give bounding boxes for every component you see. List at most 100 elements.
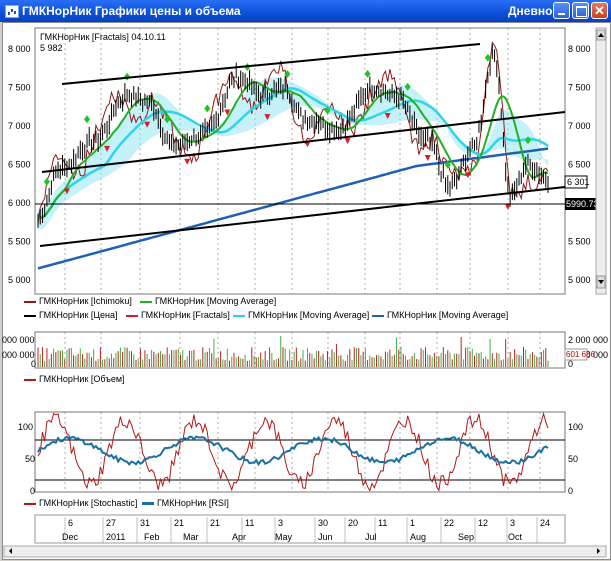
rsi-line [37,435,549,467]
time-day-label: 22 [444,518,454,528]
fractal-up [83,115,90,124]
current-price-box [564,175,588,189]
volume-tick-left: 0 [31,359,36,369]
legend-ma-green-label: ГМКНорНик [Moving Average] [155,296,277,306]
osc-tick-left: 50 [25,454,35,464]
fractal-down [63,188,70,195]
price-tick-left: 7 500 [8,83,31,93]
minimize-icon [558,13,565,15]
legend-volume-label: ГМКНорНик [Объем] [39,374,125,384]
time-day-label: 3 [278,518,283,528]
fractal-up [324,106,331,115]
stochastic-line [37,411,549,492]
legend-fractals-label: ГМКНорНик [Fractals] [141,310,230,320]
ma-short-line [37,81,549,220]
horizontal-scrollbar[interactable] [3,545,607,558]
price-tick-right: 7 000 [568,121,591,131]
legend-fractals[interactable]: ГМКНорНик [Fractals] [126,310,230,320]
osc-tick-right: 50 [568,454,578,464]
period-label[interactable]: Дневной [508,4,560,18]
scroll-left-icon[interactable] [9,548,12,554]
fractal-up [364,69,371,78]
time-month-label: Mar [183,532,199,542]
time-month-label: May [275,532,293,542]
osc-tick-right: 100 [568,422,583,432]
price-tick-right: 8 000 [568,44,591,54]
time-day-label: 30 [318,518,328,528]
time-day-label: 11 [245,518,254,528]
ma-mid-line [37,87,549,220]
legend-ichimoku[interactable]: ГМКНорНик [Ichimoku] [24,296,132,306]
trendline-lower[interactable] [39,186,566,247]
trendline-middle[interactable] [41,111,566,173]
time-month-label: Jul [365,532,377,542]
price-tick-right: 5 000 [568,275,591,285]
price-series-layer [35,41,566,270]
price-tick-left: 6 500 [8,160,31,170]
fractal-up [484,53,491,62]
fractal-up [404,82,411,91]
volume-tick-left: 000 000 [2,350,35,360]
time-day-label: 21 [174,518,184,528]
scroll-right-icon[interactable] [597,548,600,554]
time-day-label: 11 [378,518,387,528]
price-tick-right: 7 500 [568,83,591,93]
window-title: ГМКНорНик Графики цены и объема [22,4,241,18]
fractal-down [304,141,311,148]
legend-stochastic[interactable]: ГМКНорНик [Stochastic] [24,498,137,508]
fractal-down [464,172,471,179]
legend-price[interactable]: ГМКНорНик [Цена] [24,310,118,320]
price-tick-left: 8 000 [8,44,31,54]
osc-tick-left: 100 [18,422,33,432]
time-month-label: 2011 [106,532,125,542]
volume-tick-right: 2 000 000 [568,335,608,345]
osc-tick-right: 0 [568,486,573,496]
minimize-button[interactable] [553,2,570,19]
price-tick-left: 5 500 [8,237,31,247]
crosshair-price-tag: 5990.73 [566,199,599,209]
maximize-button[interactable] [572,2,589,19]
legend-rsi-label: ГМКНорНик [RSI] [157,498,229,508]
price-tick-left: 7 000 [8,121,31,131]
legend-ma-cyan[interactable]: ГМКНорНик [Moving Average] [233,310,369,320]
price-tick-right: 6 500 [568,160,591,170]
fractal-up [444,160,451,169]
legend-ma-blue[interactable]: ГМКНорНик [Moving Average] [372,310,508,320]
close-button[interactable]: ✕ [591,2,608,19]
time-month-label: Oct [508,532,523,542]
time-month-label: Sep [458,532,474,542]
fractal-down [424,154,431,161]
fractal-up [43,177,50,186]
legend-rsi[interactable]: ГМКНорНик [RSI] [142,498,229,508]
fractal-up [164,115,171,124]
legend-price-label: ГМКНорНик [Цена] [39,310,118,320]
instrument-value: 5 982 [40,43,63,53]
time-day-label: 24 [540,518,550,528]
vertical-scrollbar[interactable] [595,27,607,295]
price-tick-left: 5 000 [8,275,31,285]
fractal-markers [43,53,531,210]
volume-tag-box [564,348,588,361]
time-month-label: Apr [232,532,246,542]
fractal-down [344,138,351,145]
time-day-label: 21 [210,518,220,528]
legend-ma-green[interactable]: ГМКНорНик [Moving Average] [140,296,276,306]
trendline-upper[interactable] [61,43,481,85]
price-bars [37,44,549,228]
time-axis[interactable] [34,514,566,544]
legend-volume[interactable]: ГМКНорНик [Объем] [24,374,125,384]
time-day-label: 12 [478,518,488,528]
volume-bars [37,335,549,367]
crosshair-tag-box [565,198,597,210]
maximize-icon [576,6,587,17]
osc-tick-left: 0 [30,486,35,496]
legend-ichimoku-label: ГМКНорНик [Ichimoku] [39,296,132,306]
fractal-up [284,69,291,78]
fractal-down [504,203,511,210]
legend-stochastic-label: ГМКНорНик [Stochastic] [39,498,138,508]
price-tick-right: 5 500 [568,237,591,247]
volume-tick-right: 1 000 000 [568,350,608,360]
fractal-up [204,104,211,113]
time-day-label: 31 [140,518,150,528]
